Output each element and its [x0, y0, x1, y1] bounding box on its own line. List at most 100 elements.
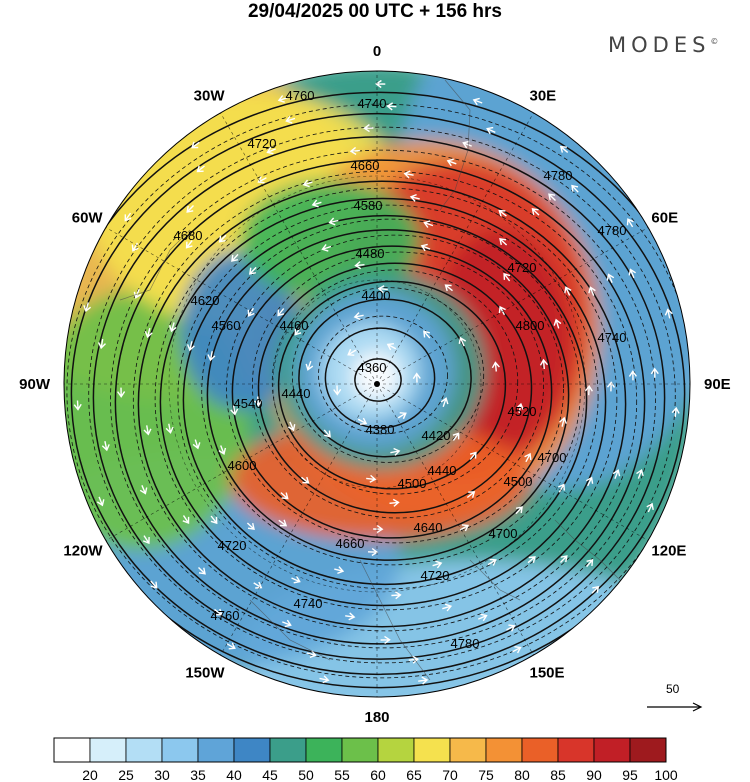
contour-value-label: 4580: [354, 198, 383, 213]
latitude-circle: [272, 279, 482, 489]
contour-value-label: 4360: [358, 360, 387, 375]
wind-arrow: [515, 506, 523, 515]
wind-arrow: [462, 140, 472, 149]
brand-name: MODES: [608, 33, 711, 57]
wind-arrow: [83, 302, 92, 313]
height-contour: [206, 229, 570, 561]
wind-arrow: [403, 170, 414, 179]
wind-arrow: [124, 212, 132, 222]
colorbar-swatch: [629, 737, 667, 763]
wind-arrow: [612, 469, 621, 479]
contour-value-label: 4760: [286, 88, 315, 103]
colorbar-tick-label: 90: [586, 767, 602, 782]
wind-arrow: [584, 384, 593, 396]
dashed-contour: [271, 269, 519, 495]
wind-arrow: [487, 558, 497, 566]
wind-arrow: [585, 476, 594, 487]
wind-arrow: [143, 425, 152, 436]
wind-arrow: [191, 141, 200, 149]
wind-arrow: [280, 492, 289, 500]
colorbar-swatch: [521, 737, 559, 763]
wind-arrow: [321, 243, 332, 252]
wind-arrow: [548, 193, 556, 202]
wind-arrow: [442, 603, 453, 612]
wind-arrow: [349, 146, 360, 156]
longitude-label: 0: [373, 43, 381, 60]
wind-arrow: [363, 124, 374, 133]
colorbar-swatch: [305, 737, 343, 763]
wind-arrow: [498, 305, 506, 316]
wind-arrow: [446, 158, 457, 167]
wind-arrow: [458, 336, 467, 347]
longitude-label: 30W: [194, 88, 226, 105]
height-contour: [354, 358, 402, 402]
wind-arrow: [323, 429, 331, 438]
wind-arrow: [559, 416, 568, 427]
colorbar-tick-label: 100: [654, 767, 678, 782]
brand-mark: ©: [710, 37, 719, 46]
wind-arrow: [423, 330, 431, 339]
wind-arrow: [207, 351, 216, 362]
contour-value-label: 4780: [544, 168, 573, 183]
wind-arrow: [409, 193, 420, 202]
wind-arrow: [291, 576, 301, 584]
wind-arrow: [440, 397, 449, 408]
map-title: 29/04/2025 00 UTC + 156 hrs: [247, 1, 503, 22]
dashed-contour: [318, 315, 448, 435]
wind-arrow: [539, 358, 549, 370]
contour-value-label: 4740: [598, 330, 627, 345]
height-contour: [137, 180, 627, 628]
reference-vector-head: [692, 702, 703, 712]
dashed-contour: [291, 287, 485, 463]
wind-arrow: [247, 307, 255, 317]
wind-arrow: [230, 405, 239, 416]
wind-arrow: [389, 498, 400, 507]
colorbar-swatch: [89, 737, 127, 763]
wind-arrow: [218, 234, 227, 243]
wind-arrow: [357, 417, 368, 425]
wind-arrow: [285, 115, 296, 124]
wind-arrow: [198, 566, 206, 575]
wind-arrow: [571, 184, 579, 193]
wind-arrow: [353, 312, 364, 321]
wind-arrow: [354, 261, 365, 270]
wind-arrow: [277, 95, 288, 103]
wind-arrow: [628, 268, 636, 279]
colorbar-tick-label: 75: [478, 767, 494, 782]
contour-value-label: 4560: [212, 318, 241, 333]
meridian-line: [105, 227, 378, 385]
contour-value-label: 4680: [174, 228, 203, 243]
longitude-label: 60E: [651, 210, 678, 227]
wind-arrow: [564, 286, 572, 296]
wind-arrow: [664, 308, 673, 319]
wind-arrow: [469, 451, 477, 460]
dashed-contour: [226, 234, 564, 544]
wind-arrow: [231, 253, 239, 262]
wind-arrow: [266, 146, 276, 155]
wind-arrow: [408, 655, 420, 664]
wind-arrow: [133, 289, 142, 299]
coastline: [469, 559, 521, 601]
colorbar-tick-label: 40: [226, 767, 242, 782]
dashed-contour: [132, 170, 638, 632]
wind-arrow: [306, 650, 317, 659]
dashed-contour: [201, 218, 581, 566]
contour-value-label: 4780: [598, 223, 627, 238]
wind-arrow: [150, 580, 158, 589]
colorbar-swatch: [485, 737, 523, 763]
colorbar-tick-label: 70: [442, 767, 458, 782]
wind-arrow: [287, 421, 296, 432]
colorbar-tick-label: 30: [154, 767, 170, 782]
colorbar-swatch: [161, 737, 199, 763]
contour-value-label: 4520: [508, 404, 537, 419]
contour-value-label: 4460: [280, 318, 309, 333]
wind-arrow: [186, 205, 195, 213]
longitude-label: 30E: [530, 88, 557, 105]
longitude-label: 60W: [72, 210, 104, 227]
wind-arrow: [498, 209, 507, 217]
wind-arrow: [73, 400, 82, 411]
contour-value-label: 4500: [398, 476, 427, 491]
colorbar-swatch: [557, 737, 595, 763]
latitude-circle: [168, 175, 586, 593]
